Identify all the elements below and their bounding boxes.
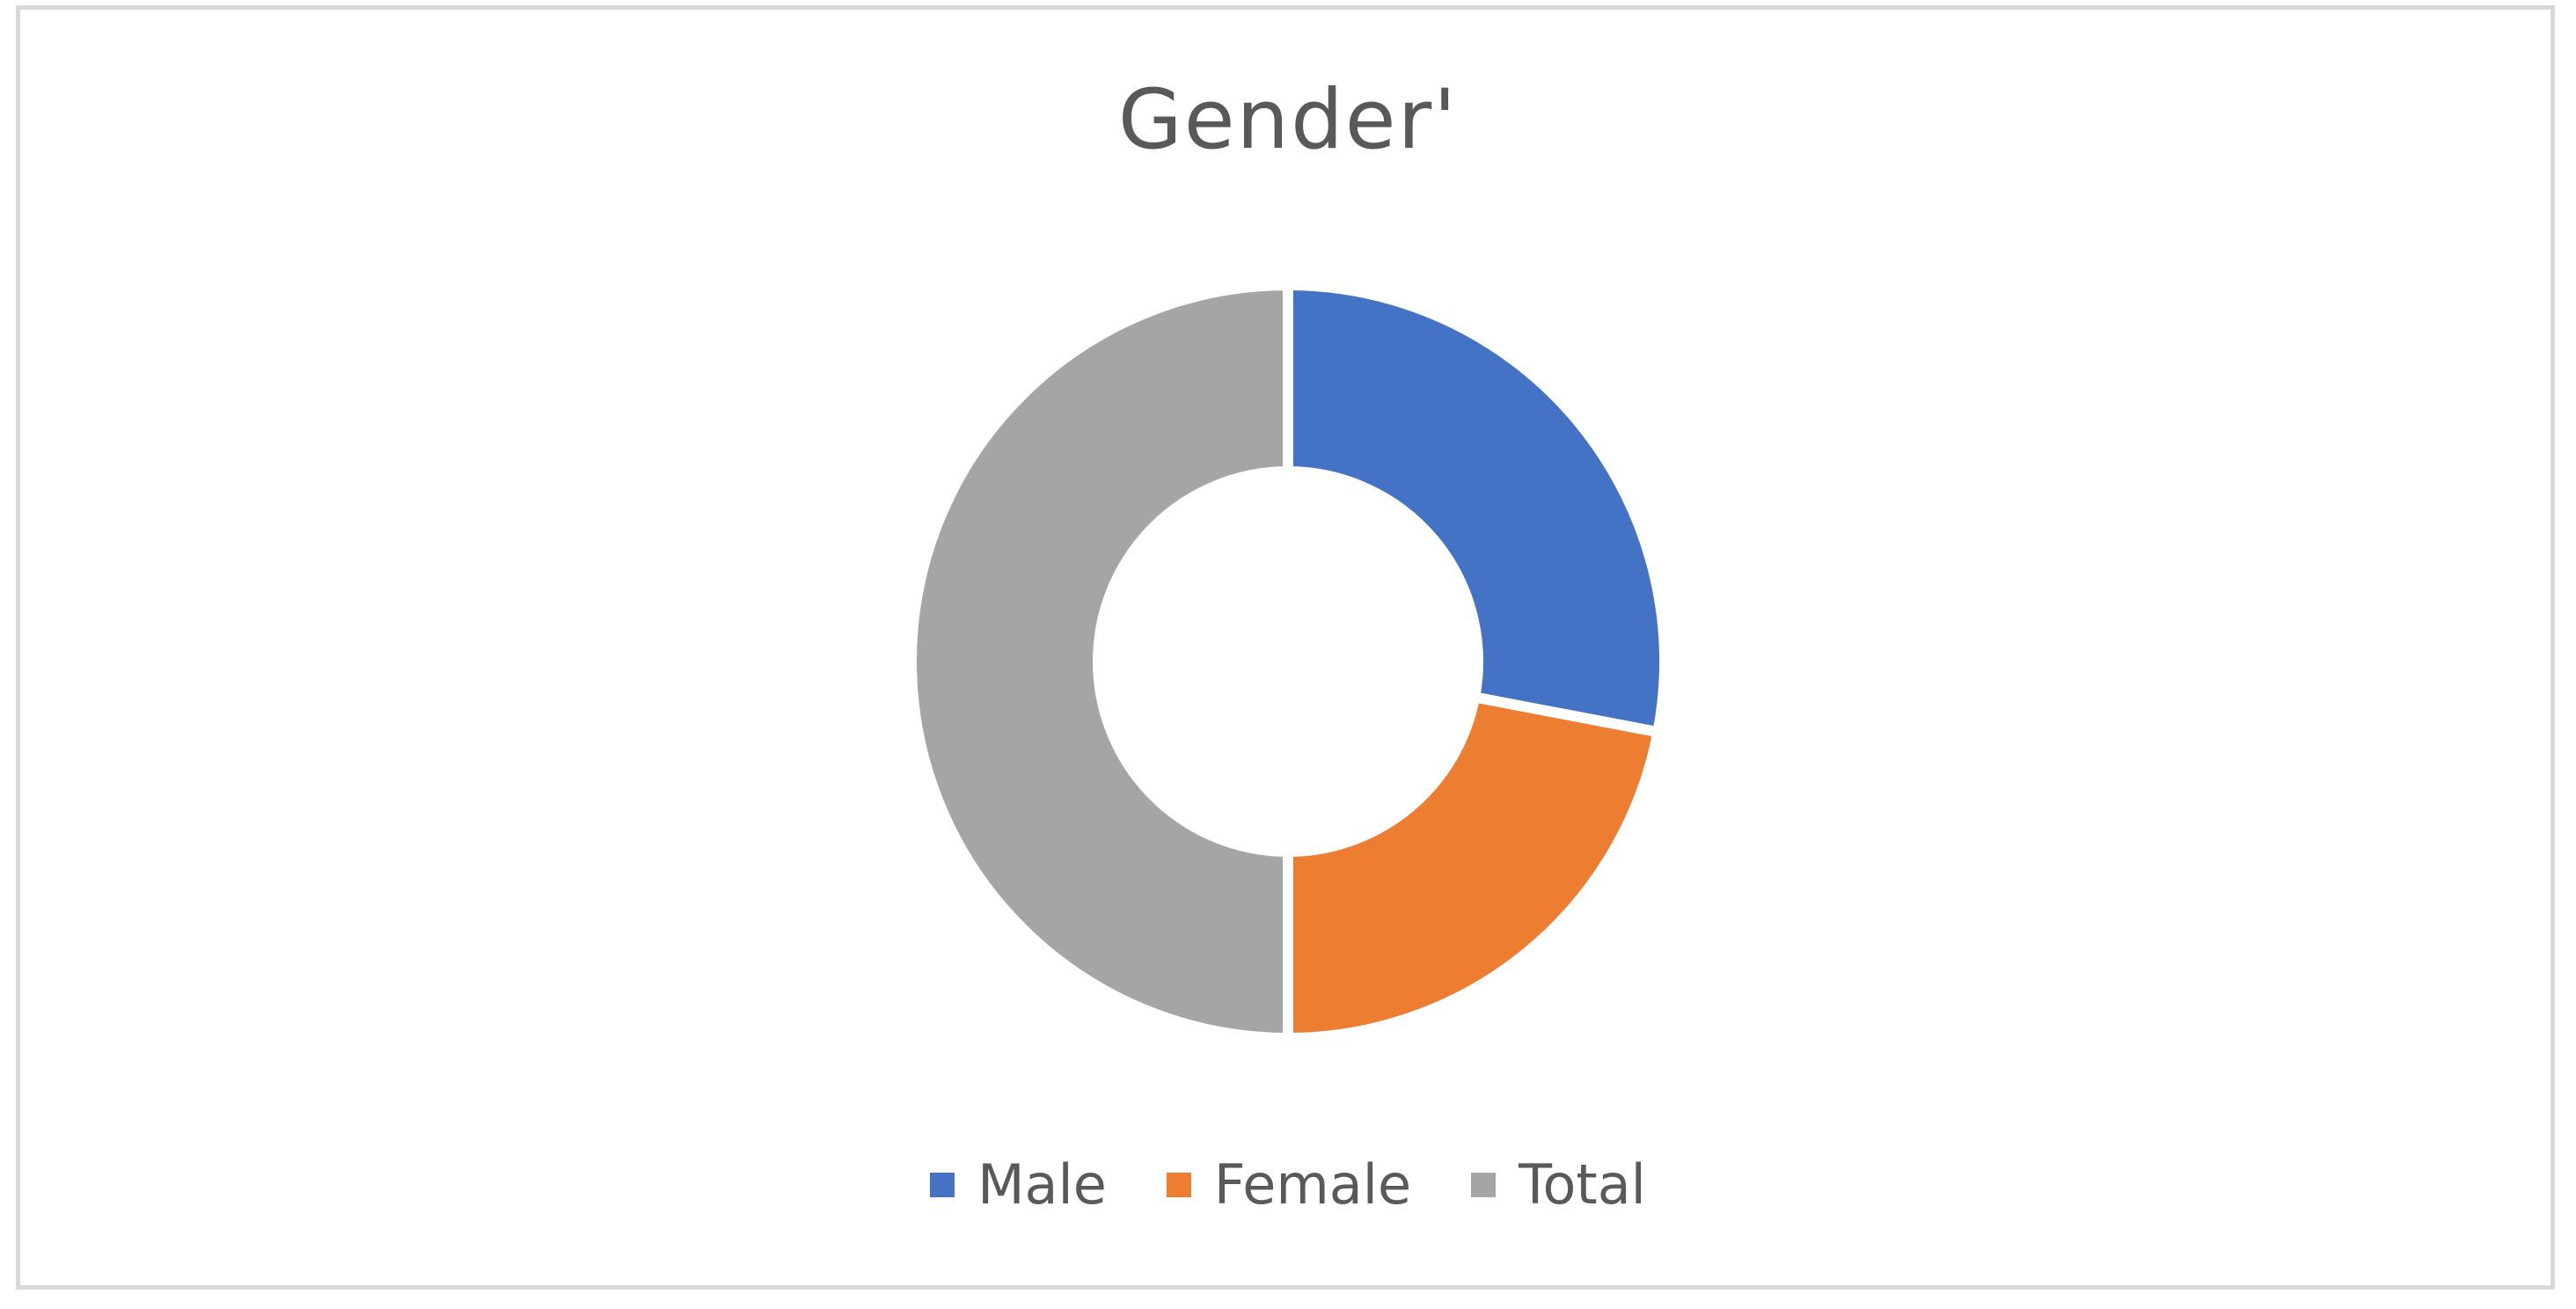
legend-item-female: Female bbox=[1166, 1152, 1412, 1217]
donut-slice-male bbox=[1283, 279, 1670, 739]
chart-legend: Male Female Total bbox=[0, 1152, 2576, 1217]
legend-swatch-male bbox=[930, 1172, 955, 1197]
donut-slice-total bbox=[906, 279, 1293, 1044]
legend-swatch-female bbox=[1166, 1172, 1191, 1197]
legend-label-total: Total bbox=[1519, 1152, 1646, 1217]
legend-label-male: Male bbox=[977, 1152, 1107, 1217]
chart-frame bbox=[16, 5, 2555, 1290]
chart-title: Gender' bbox=[1117, 72, 1459, 168]
donut-slice-female bbox=[1283, 691, 1665, 1044]
legend-label-female: Female bbox=[1213, 1152, 1412, 1217]
legend-swatch-total bbox=[1471, 1172, 1497, 1197]
legend-item-male: Male bbox=[930, 1152, 1107, 1217]
legend-item-total: Total bbox=[1471, 1152, 1646, 1217]
